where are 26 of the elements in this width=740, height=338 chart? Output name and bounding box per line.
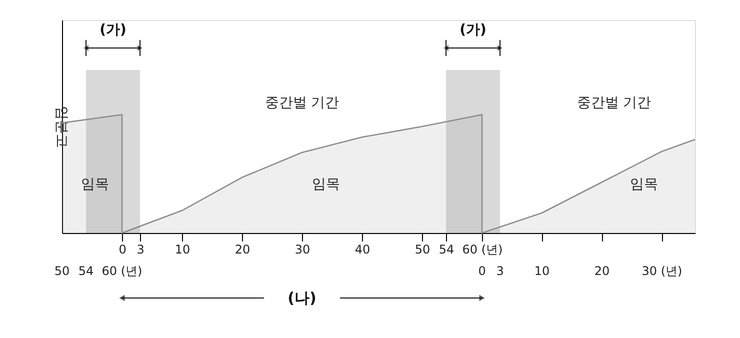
- x-tick-label: 3: [136, 242, 144, 256]
- text: 50: [54, 264, 70, 278]
- text: 54: [78, 264, 94, 278]
- x-tick-label: 54: [438, 242, 454, 256]
- text: 20: [594, 264, 610, 278]
- text: 60 (년): [102, 264, 142, 278]
- text: 3: [496, 264, 504, 278]
- band-label: (가): [100, 22, 126, 38]
- annotation: 임목: [630, 176, 658, 192]
- x-tick-label: 20: [234, 242, 250, 256]
- annotation: 임목: [81, 176, 109, 192]
- text: 0: [478, 264, 486, 278]
- x-tick-label: 50: [414, 242, 430, 256]
- band-label: (가): [460, 22, 486, 38]
- annotation: 임목: [312, 176, 340, 192]
- text: 10: [534, 264, 550, 278]
- x-tick-label: 10: [174, 242, 190, 256]
- x-tick-label: 30: [294, 242, 310, 256]
- x-tick-label: 0: [118, 242, 126, 256]
- text: 중간벌 기간: [264, 94, 340, 111]
- text: 30 (년): [642, 264, 682, 278]
- y-axis-title: 임분고: [54, 106, 70, 148]
- text: 중간벌 기간: [576, 94, 652, 111]
- x-tick-label: 40: [354, 242, 370, 256]
- text: (나): [288, 289, 316, 307]
- x-tick-label: 60 (년): [462, 242, 503, 256]
